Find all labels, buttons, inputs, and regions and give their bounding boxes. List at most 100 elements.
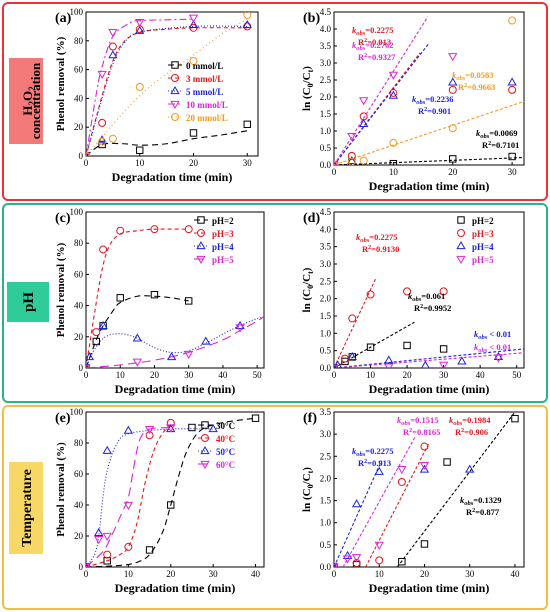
y-tick-label: 0 [79,562,84,572]
plot-area [86,414,260,567]
x-axis-label: Degradation time (min) [369,382,490,396]
r2-symbol: R [358,52,365,62]
series-curve-3 [86,316,264,368]
y-tick-label: 3.0 [320,429,332,439]
x-tick-label: 40 [510,569,520,579]
data-point-0 [251,414,260,422]
panel-label: (f) [303,411,317,426]
row-label-h2o2: H2O2 [20,86,37,116]
r2-value: =0.877 [475,507,500,517]
y-tick-label: 0.0 [320,160,332,170]
row-frame-temperature [2,405,548,610]
r2-annotation: R2=0.913 [358,37,391,47]
data-point-3 [123,501,134,511]
legend-marker [196,255,206,265]
y-tick-label: 80 [74,238,84,248]
y-tick-label: 0.5 [320,143,332,153]
y-tick-label: 3.5 [320,242,332,252]
legend-label: 10 mmol/L [186,100,228,110]
kobs-value: =0.2236 [425,94,453,104]
x-tick-label: 20 [448,167,458,177]
row-label-box-h2o2 [9,58,43,144]
legend-marker [457,229,465,237]
r2-symbol: R [458,82,465,92]
r2-superscript: 2 [368,245,371,251]
data-point-0 [341,357,349,366]
plot-frame [333,11,525,166]
r2-value: =0.9952 [423,303,451,313]
data-point-3 [94,536,104,545]
panel-e: 0 10 20 30 40 0 20 40 60 80 100 Degradation time (m… [55,407,265,595]
data-point-2 [448,77,458,86]
y-axis-label-part: 0 [306,83,315,87]
legend-marker [456,240,466,250]
legend-label: pH=3 [212,229,234,239]
kobs-value: =0.0069 [489,128,517,138]
legend-label: 0 mmol/L [186,61,223,71]
legend-marker [171,61,179,69]
kobs-value: =0.0583 [465,70,493,80]
plot-frame [85,11,259,157]
x-tick-label: 20 [403,370,413,380]
data-point-2 [334,362,337,368]
data-point-1 [348,314,357,323]
data-point-1 [108,42,117,51]
plot-frame [333,411,525,568]
y-axis-label-part: ln (C [301,87,313,111]
x-tick-label: 0 [84,158,89,168]
data-point-2 [86,362,89,368]
legend-marker [170,85,180,95]
r2-value: =0.901 [427,106,451,116]
data-point-2 [334,159,337,165]
data-point-2 [94,527,104,536]
x-axis-label: Degradation time (min) [115,382,236,396]
r2-annotation: R2=0.913 [358,458,391,468]
panel-label: (c) [55,211,71,226]
data-point-0 [145,546,154,554]
data-point-0 [420,540,429,548]
legend-label: 50°C [216,447,235,457]
data-point-0 [439,345,448,353]
data-point-2 [347,155,357,165]
y-tick-label: 100 [70,407,84,417]
y-axis-label-part: ) [301,267,313,271]
legend-label: pH=2 [212,216,234,226]
kobs-symbol: k [352,25,357,35]
y-axis-label-part: /C [301,274,313,286]
series-fit-line-1 [365,442,430,567]
data-point-1 [403,287,412,296]
row-frame-ph [2,203,548,403]
data-point-0 [116,294,124,302]
data-point-1 [92,328,101,337]
data-point-4 [98,137,107,146]
y-tick-label: 60 [74,269,84,279]
x-tick-label: 50 [512,370,522,380]
kobs-subscript: obs [412,296,422,303]
kobs-symbol: k [412,94,417,104]
y-tick-label: 1.0 [320,126,332,136]
r2-annotation: R2=0.9327 [358,52,396,62]
data-point-3 [135,18,145,28]
data-point-2 [507,77,517,86]
plot-area [334,412,519,567]
series-fit-line-3 [334,352,524,368]
data-point-2 [188,19,199,29]
data-point-2 [201,336,211,345]
plot-area [86,12,252,156]
kobs-annotation: kobs=0.1515 [397,415,439,427]
y-tick-label: 40 [74,93,84,103]
x-tick-label: 20 [166,569,176,579]
r2-value: =0.913 [367,37,391,47]
data-point-2 [457,356,467,365]
y-axis-label: ln (C0/Ct) [301,66,315,111]
data-point-2 [208,424,218,433]
kobs-subscript: obs [464,500,474,507]
kobs-annotation: kobs < 0.01 [474,329,511,341]
kobs-annotation: kobs=0.1984 [449,415,491,427]
data-point-4 [243,12,252,19]
x-tick-label: 0 [332,569,337,579]
y-tick-label: 2.0 [320,294,332,304]
row-label-ph: pH [21,292,37,312]
y-tick-label: 3.5 [320,407,332,417]
